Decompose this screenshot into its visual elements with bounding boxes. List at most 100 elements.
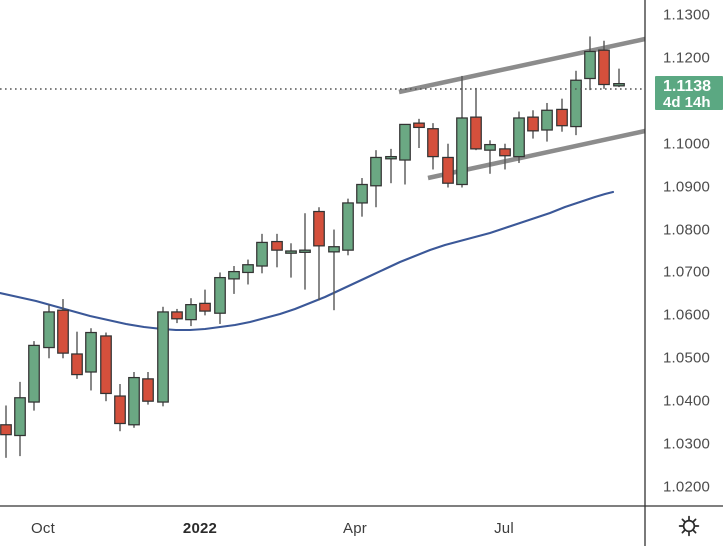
candle[interactable] [57,299,69,359]
candle-body [214,276,226,314]
moving-average-line [0,190,615,332]
candle-body [199,302,211,312]
candle[interactable] [613,68,625,88]
time-axis-tick-label: Jul [494,520,514,537]
candle[interactable] [513,111,525,164]
candle[interactable] [313,207,325,301]
candle[interactable] [71,331,83,379]
candle[interactable] [556,98,568,132]
candle[interactable] [14,381,26,457]
price-axis-tick-label: 1.1300 [663,6,711,24]
candle[interactable] [342,198,354,256]
bar-countdown-value: 4d 14h [663,94,711,112]
candle-body [442,156,454,184]
candle[interactable] [199,289,211,316]
chart-settings-button[interactable] [677,514,701,538]
candle-body [556,108,568,127]
candle-body [57,309,69,354]
candle[interactable] [256,233,268,274]
candle[interactable] [171,308,183,324]
price-axis-tick-label: 1.0300 [663,435,711,453]
candle-body [484,143,496,151]
candle-body [128,376,140,426]
candle[interactable] [385,148,397,184]
candle[interactable] [584,36,596,91]
candle-body [71,353,83,376]
candle-body [100,335,112,395]
candle[interactable] [399,123,411,185]
candle[interactable] [28,341,40,411]
candle-body [313,210,325,247]
candle[interactable] [228,266,240,294]
candle-body [0,424,12,436]
candle[interactable] [442,143,454,188]
candle[interactable] [598,40,610,89]
candle[interactable] [271,233,283,268]
candle-body [385,155,397,160]
candle[interactable] [285,243,297,278]
candle[interactable] [328,229,340,311]
candle-body [541,109,553,131]
candle-body [513,117,525,158]
candlestick-series[interactable] [0,36,625,458]
candle-body [43,311,55,349]
candle[interactable] [527,110,539,139]
price-axis-tick-label: 1.1200 [663,49,711,67]
current-price-value: 1.1138 [663,78,712,95]
candle[interactable] [100,332,112,402]
candle[interactable] [413,118,425,149]
candle-body [285,250,297,254]
candle-body [157,311,169,403]
candle-body [427,128,439,158]
candle[interactable] [470,87,482,151]
time-axis-tick-label: Apr [343,520,367,537]
candle[interactable] [370,150,382,208]
candle-body [85,331,97,373]
price-axis-tick-label: 1.0900 [663,178,711,196]
price-axis-tick-label: 1.0400 [663,392,711,410]
price-axis-tick-label: 1.0500 [663,349,711,367]
candle[interactable] [185,298,197,327]
candle-body [413,122,425,129]
candle-body [456,117,468,186]
current-price-badge[interactable]: 1.1138 4d 14h [655,76,723,112]
candle[interactable] [142,372,154,405]
candle-body [114,395,126,425]
candle-body [598,49,610,86]
candle[interactable] [128,372,140,428]
candle-body [171,311,183,320]
candle[interactable] [43,304,55,359]
candle[interactable] [541,102,553,142]
candle[interactable] [499,143,511,170]
candle[interactable] [114,384,126,432]
candle-body [613,83,625,87]
candle-body [342,202,354,251]
candle[interactable] [356,178,368,217]
candle[interactable] [0,405,12,458]
candle[interactable] [427,123,439,170]
candle-body [28,344,40,403]
candle[interactable] [299,213,311,290]
candle-body [271,240,283,251]
candle[interactable] [570,70,582,136]
candle[interactable] [214,272,226,324]
candle-body [370,156,382,187]
candle-body [185,304,197,321]
candle[interactable] [157,306,169,407]
candle[interactable] [85,328,97,391]
price-axis-tick-label: 1.0200 [663,478,711,496]
candle[interactable] [242,259,254,285]
candle-body [356,183,368,204]
candle-body [299,249,311,253]
price-axis-tick-label: 1.0800 [663,221,711,239]
candle-body [470,116,482,150]
candle[interactable] [456,75,468,188]
candle-body [242,264,254,274]
candle-body [499,148,511,157]
candle[interactable] [484,140,496,174]
price-axis-tick-label: 1.1000 [663,135,711,153]
candle-body [328,246,340,253]
